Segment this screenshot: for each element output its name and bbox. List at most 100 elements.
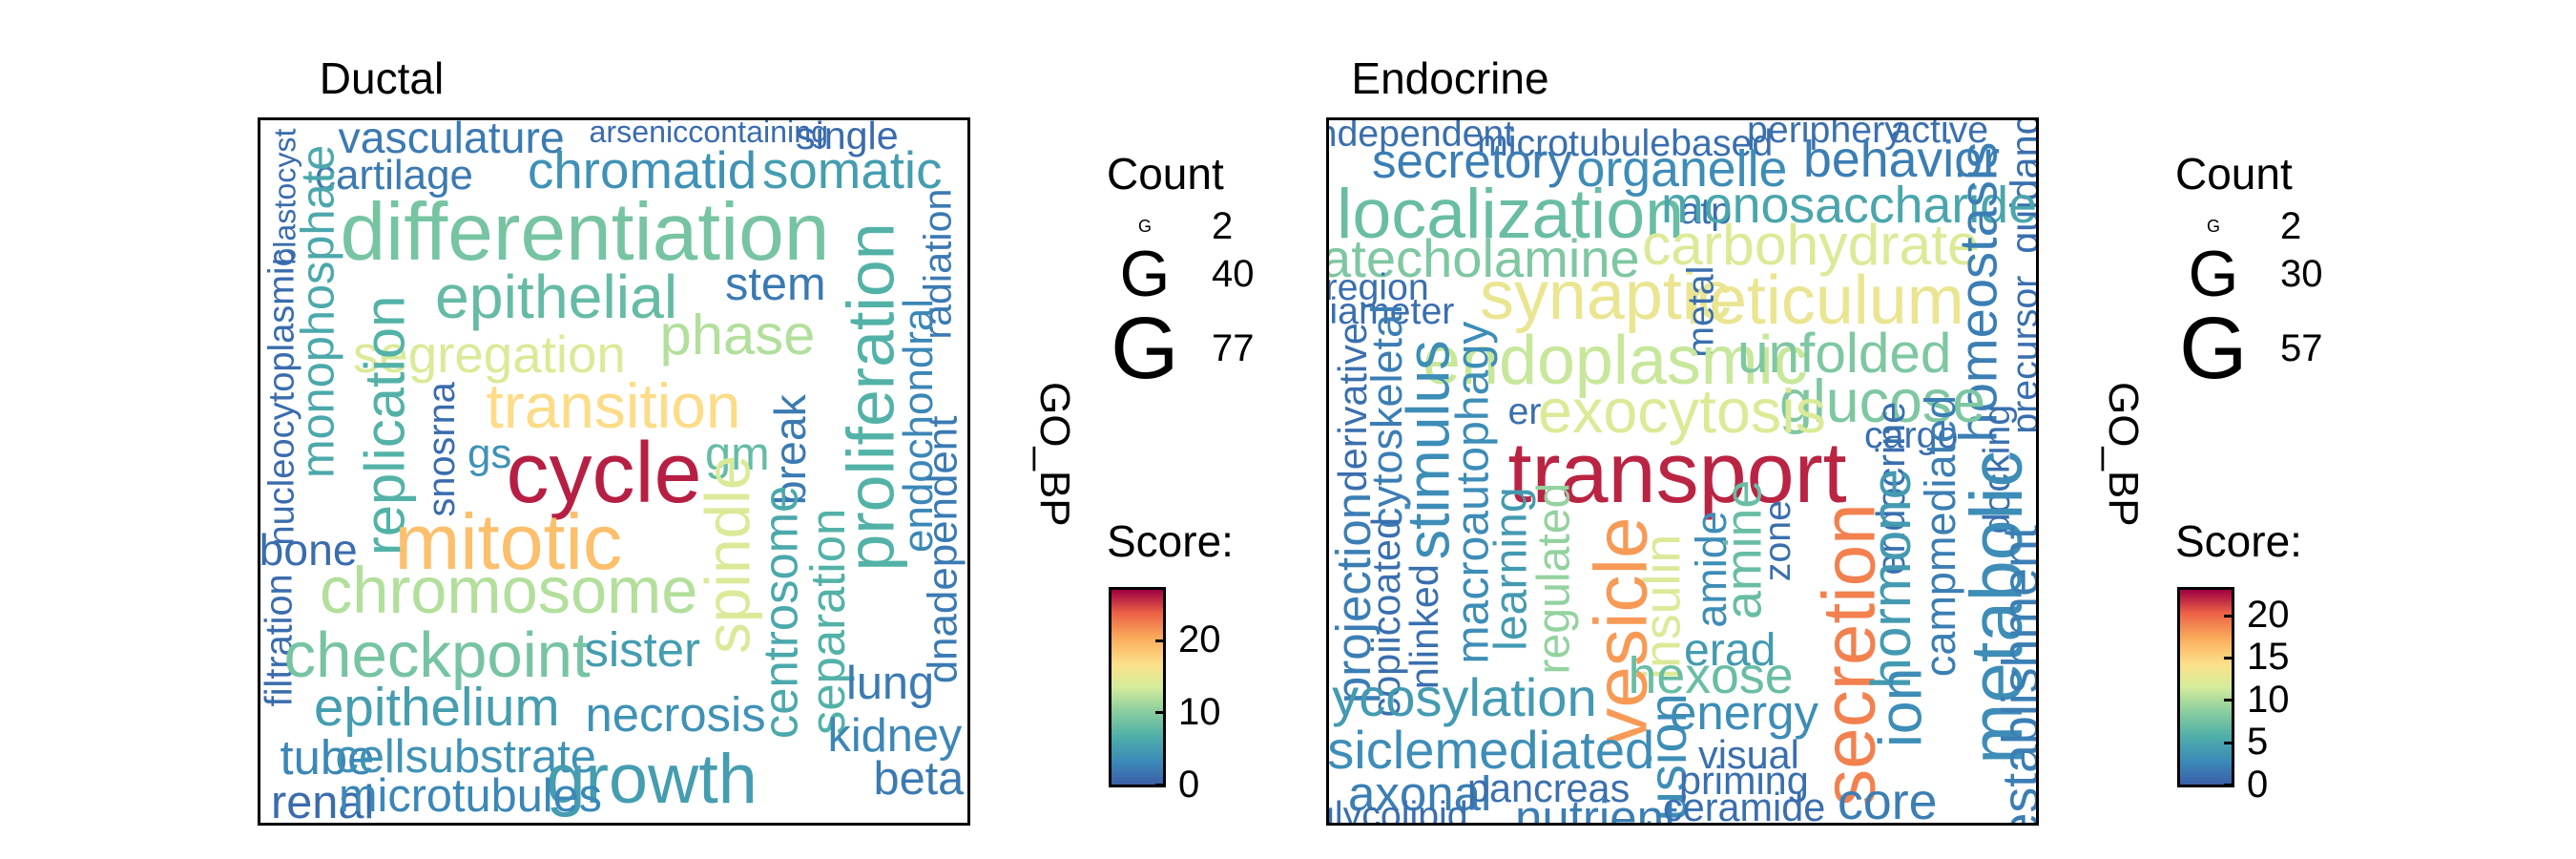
endocrine-word-priming: priming bbox=[1679, 758, 1809, 803]
ductal-count-legend-value: 77 bbox=[1212, 326, 1255, 369]
endocrine-word-hormone: hormone bbox=[1859, 468, 1922, 689]
endocrine-colorbar-tick bbox=[2224, 741, 2232, 744]
ductal-word-gm: gm bbox=[705, 428, 770, 480]
ductal-word-epithelial: epithelial bbox=[435, 262, 678, 331]
endocrine-score-legend-title: Score: bbox=[2175, 516, 2302, 566]
ductal-word-differentiation: differentiation bbox=[340, 186, 830, 278]
ductal-count-legend-key-glyph: G bbox=[1111, 300, 1179, 397]
endocrine-word-glucose: glucose bbox=[1779, 367, 1986, 435]
endocrine-facet-strip-label: GO_BP bbox=[2100, 382, 2147, 527]
ductal-word-single: single bbox=[796, 117, 899, 157]
ductal-word-separation: separation bbox=[800, 508, 855, 735]
ductal-word-tube: tube bbox=[280, 729, 375, 785]
endocrine-word-carbohydrate: carbohydrate bbox=[1642, 211, 1980, 277]
ductal-word-chromatid: chromatid bbox=[528, 139, 758, 199]
endocrine-word-hexose: hexose bbox=[1628, 647, 1794, 704]
endocrine-word-organelle: organelle bbox=[1576, 140, 1788, 198]
endocrine-word-vesiclemediated: vesiclemediated bbox=[1327, 720, 1655, 780]
ductal-count-legend-key-glyph: G bbox=[1119, 238, 1171, 310]
endocrine-word-behavior: behavior bbox=[1803, 131, 2000, 188]
ductal-colorbar-tick-label: 0 bbox=[1178, 763, 1200, 806]
ductal-word-mitotic: mitotic bbox=[394, 496, 623, 586]
endocrine-colorbar-tick bbox=[2224, 784, 2232, 786]
ductal-score-legend-title: Score: bbox=[1107, 516, 1234, 566]
endocrine-colorbar-tick-label: 0 bbox=[2247, 763, 2269, 806]
ductal-word-gs: gs bbox=[467, 430, 512, 477]
ductal-word-spindle: spindle bbox=[691, 454, 762, 655]
endocrine-word-catecholamine: catecholamine bbox=[1326, 228, 1640, 288]
ductal-word-growth: growth bbox=[546, 739, 758, 818]
ductal-word-somatic: somatic bbox=[762, 139, 943, 199]
ductal-word-bone: bone bbox=[259, 525, 358, 575]
endocrine-count-legend-key-glyph: G bbox=[2188, 238, 2239, 310]
endocrine-count-legend-value: 30 bbox=[2280, 252, 2323, 295]
endocrine-count-legend-key-glyph: G bbox=[2179, 300, 2248, 397]
endocrine-word-exocytosis: exocytosis bbox=[1538, 375, 1826, 446]
ductal-word-vasculature: vasculature bbox=[338, 117, 565, 162]
ductal-word-transition: transition bbox=[486, 370, 741, 441]
ductal-score-colorbar bbox=[1109, 587, 1166, 787]
endocrine-word-endoplasmic: endoplasmic bbox=[1423, 323, 1808, 399]
endocrine-word-core: core bbox=[1838, 773, 1938, 826]
endocrine-word-synaptic: synaptic bbox=[1480, 258, 1732, 334]
ductal-word-cartilage: cartilage bbox=[315, 152, 473, 199]
endocrine-word-nutrient: nutrient bbox=[1515, 789, 1678, 826]
endocrine-word-monosaccharide: monosaccharide bbox=[1661, 177, 2037, 234]
endocrine-word-glycolipid: glycolipid bbox=[1326, 793, 1468, 826]
ductal-word-microtubules: microtubules bbox=[339, 769, 603, 822]
endocrine-word-localization: localization bbox=[1337, 174, 1685, 253]
endocrine-colorbar-tick bbox=[2224, 614, 2232, 618]
endocrine-word-er: er bbox=[1507, 389, 1542, 432]
ductal-colorbar-tick-label: 20 bbox=[1178, 618, 1221, 661]
endocrine-word-cargo: cargo bbox=[1864, 413, 1959, 456]
ductal-word-phase: phase bbox=[659, 303, 816, 367]
endocrine-word-visual: visual bbox=[1698, 732, 1799, 777]
ductal-word-cellsubstrate: cellsubstrate bbox=[335, 730, 596, 783]
ductal-word-chromosome: chromosome bbox=[320, 553, 698, 627]
endocrine-count-legend-value: 57 bbox=[2280, 326, 2323, 369]
ductal-facet-strip-label: GO_BP bbox=[1031, 382, 1078, 527]
ductal-count-legend-value: 2 bbox=[1212, 204, 1234, 247]
endocrine-word-diameter: diameter bbox=[1329, 289, 1455, 332]
endocrine-colorbar-tick bbox=[2224, 656, 2232, 660]
endocrine-word-axonal: axonal bbox=[1348, 765, 1492, 821]
endocrine-colorbar-tick-label: 15 bbox=[2247, 636, 2290, 679]
ductal-count-legend-value: 40 bbox=[1212, 252, 1255, 295]
endocrine-word-secretory: secretory bbox=[1372, 133, 1572, 188]
endocrine-panel-title: Endocrine bbox=[1351, 53, 1549, 103]
endocrine-word-region: region bbox=[1326, 265, 1429, 308]
endocrine-word-periphery: periphery bbox=[1747, 117, 1903, 151]
ductal-word-necrosis: necrosis bbox=[585, 686, 766, 742]
ductal-word-sister: sister bbox=[584, 621, 700, 677]
endocrine-count-legend-title: Count bbox=[2175, 149, 2293, 199]
endocrine-word-pancreas: pancreas bbox=[1467, 765, 1631, 810]
ductal-word-arseniccontaining: arseniccontaining bbox=[589, 117, 829, 149]
endocrine-colorbar-tick bbox=[2224, 699, 2232, 702]
ductal-colorbar-tick bbox=[1155, 639, 1163, 642]
ductal-colorbar-tick-label: 10 bbox=[1178, 690, 1221, 733]
endocrine-count-legend-value: 2 bbox=[2280, 204, 2302, 247]
ductal-colorbar-tick bbox=[1155, 784, 1163, 786]
endocrine-word-unfolded: unfolded bbox=[1737, 322, 1952, 385]
endocrine-wordcloud-panel: iondependentmicrotubulebasedperipheryact… bbox=[1326, 117, 2039, 826]
ductal-word-stem: stem bbox=[725, 258, 826, 310]
ductal-word-nucleocytoplasmic: nucleocytoplasmic bbox=[261, 248, 302, 546]
ductal-count-legend-key-glyph: G bbox=[1138, 217, 1153, 236]
endocrine-count-legend-key-glyph: G bbox=[2207, 217, 2221, 236]
endocrine-word-energy: energy bbox=[1670, 684, 1818, 740]
ductal-word-kidney: kidney bbox=[827, 709, 963, 762]
endocrine-word-ion: ion bbox=[1867, 667, 1935, 747]
ductal-count-legend-title: Count bbox=[1107, 149, 1224, 199]
endocrine-word-atp: atp bbox=[1679, 189, 1733, 232]
ductal-wordcloud-panel: vasculature arseniccontaining single blasto… bbox=[258, 117, 970, 826]
endocrine-word-zone: zone bbox=[1755, 499, 1798, 581]
endocrine-word-erad: erad bbox=[1684, 624, 1776, 676]
ductal-word-dnadependent: dnadependent bbox=[918, 415, 966, 684]
ductal-word-epithelium: epithelium bbox=[314, 676, 560, 737]
endocrine-word-ceramide: ceramide bbox=[1663, 785, 1826, 826]
endocrine-word-regulated: regulated bbox=[1527, 482, 1579, 675]
endocrine-word-active: active bbox=[1890, 117, 1989, 151]
endocrine-colorbar-tick-label: 10 bbox=[2247, 678, 2290, 721]
ductal-word-beta: beta bbox=[873, 752, 965, 805]
